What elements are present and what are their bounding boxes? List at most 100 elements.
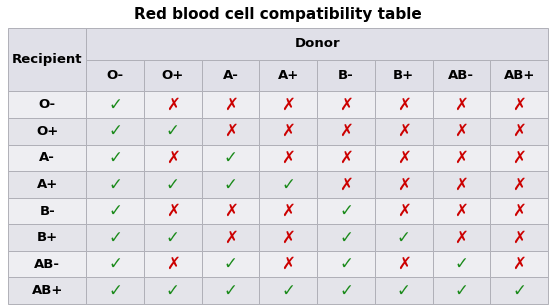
Bar bbox=[86, 28, 548, 60]
Bar bbox=[144, 118, 202, 145]
Bar bbox=[260, 251, 317, 278]
Bar bbox=[144, 91, 202, 118]
Text: ✓: ✓ bbox=[166, 229, 180, 247]
Bar bbox=[490, 251, 548, 278]
Text: ✓: ✓ bbox=[339, 255, 353, 273]
Bar bbox=[144, 145, 202, 171]
Text: ✓: ✓ bbox=[339, 229, 353, 247]
Bar bbox=[490, 278, 548, 304]
Text: AB+: AB+ bbox=[503, 69, 535, 82]
Bar bbox=[260, 60, 317, 91]
Bar bbox=[144, 224, 202, 251]
Bar bbox=[8, 171, 86, 198]
Text: O-: O- bbox=[107, 69, 124, 82]
Bar bbox=[375, 145, 433, 171]
Bar bbox=[260, 198, 317, 224]
Bar bbox=[8, 28, 86, 91]
Bar bbox=[375, 198, 433, 224]
Text: ✗: ✗ bbox=[224, 202, 237, 220]
Text: ✗: ✗ bbox=[512, 122, 526, 140]
Bar bbox=[490, 198, 548, 224]
Bar bbox=[433, 251, 490, 278]
Bar bbox=[490, 118, 548, 145]
Text: ✗: ✗ bbox=[281, 96, 295, 114]
Bar bbox=[8, 251, 86, 278]
Bar bbox=[86, 198, 144, 224]
Text: ✓: ✓ bbox=[224, 282, 237, 300]
Bar bbox=[260, 118, 317, 145]
Bar bbox=[317, 224, 375, 251]
Bar bbox=[375, 224, 433, 251]
Text: ✓: ✓ bbox=[108, 122, 122, 140]
Text: Red blood cell compatibility table: Red blood cell compatibility table bbox=[134, 7, 422, 22]
Bar bbox=[202, 60, 260, 91]
Bar bbox=[490, 171, 548, 198]
Text: ✓: ✓ bbox=[166, 122, 180, 140]
Text: ✗: ✗ bbox=[512, 149, 526, 167]
Bar bbox=[202, 224, 260, 251]
Bar bbox=[433, 91, 490, 118]
Text: ✗: ✗ bbox=[512, 96, 526, 114]
Text: ✗: ✗ bbox=[224, 122, 237, 140]
Text: O+: O+ bbox=[162, 69, 184, 82]
Text: ✓: ✓ bbox=[397, 229, 411, 247]
Text: AB-: AB- bbox=[34, 258, 60, 271]
Bar bbox=[490, 145, 548, 171]
Text: O+: O+ bbox=[36, 125, 58, 138]
Text: ✓: ✓ bbox=[281, 176, 295, 193]
Text: ✗: ✗ bbox=[281, 149, 295, 167]
Text: ✗: ✗ bbox=[339, 176, 353, 193]
Text: ✗: ✗ bbox=[224, 229, 237, 247]
Text: ✗: ✗ bbox=[166, 96, 180, 114]
Bar bbox=[144, 171, 202, 198]
Text: ✓: ✓ bbox=[512, 282, 526, 300]
Bar bbox=[86, 145, 144, 171]
Bar bbox=[144, 198, 202, 224]
Text: ✗: ✗ bbox=[397, 255, 411, 273]
Text: ✗: ✗ bbox=[454, 122, 468, 140]
Text: ✓: ✓ bbox=[454, 282, 468, 300]
Bar bbox=[8, 118, 86, 145]
Bar bbox=[8, 278, 86, 304]
Bar bbox=[144, 60, 202, 91]
Bar bbox=[202, 171, 260, 198]
Text: A+: A+ bbox=[277, 69, 299, 82]
Text: ✓: ✓ bbox=[108, 149, 122, 167]
Text: ✗: ✗ bbox=[224, 96, 237, 114]
Text: ✗: ✗ bbox=[454, 176, 468, 193]
Bar bbox=[260, 171, 317, 198]
Bar bbox=[433, 118, 490, 145]
Text: ✗: ✗ bbox=[397, 96, 411, 114]
Text: AB+: AB+ bbox=[32, 284, 63, 297]
Bar bbox=[202, 145, 260, 171]
Bar bbox=[317, 251, 375, 278]
Bar bbox=[375, 171, 433, 198]
Bar bbox=[433, 198, 490, 224]
Text: A-: A- bbox=[39, 152, 55, 164]
Text: ✗: ✗ bbox=[397, 149, 411, 167]
Bar bbox=[490, 91, 548, 118]
Text: B-: B- bbox=[338, 69, 354, 82]
Bar bbox=[202, 278, 260, 304]
Text: ✓: ✓ bbox=[339, 202, 353, 220]
Bar bbox=[375, 251, 433, 278]
Bar bbox=[8, 198, 86, 224]
Text: ✓: ✓ bbox=[224, 149, 237, 167]
Text: O-: O- bbox=[38, 98, 56, 111]
Bar bbox=[317, 60, 375, 91]
Bar bbox=[375, 91, 433, 118]
Bar bbox=[433, 60, 490, 91]
Text: ✗: ✗ bbox=[454, 202, 468, 220]
Bar bbox=[8, 145, 86, 171]
Bar bbox=[86, 251, 144, 278]
Bar bbox=[433, 171, 490, 198]
Text: ✓: ✓ bbox=[108, 282, 122, 300]
Text: B+: B+ bbox=[393, 69, 414, 82]
Bar bbox=[86, 278, 144, 304]
Text: AB-: AB- bbox=[449, 69, 474, 82]
Bar bbox=[202, 198, 260, 224]
Text: ✗: ✗ bbox=[454, 229, 468, 247]
Text: ✗: ✗ bbox=[339, 96, 353, 114]
Bar bbox=[86, 118, 144, 145]
Bar bbox=[202, 251, 260, 278]
